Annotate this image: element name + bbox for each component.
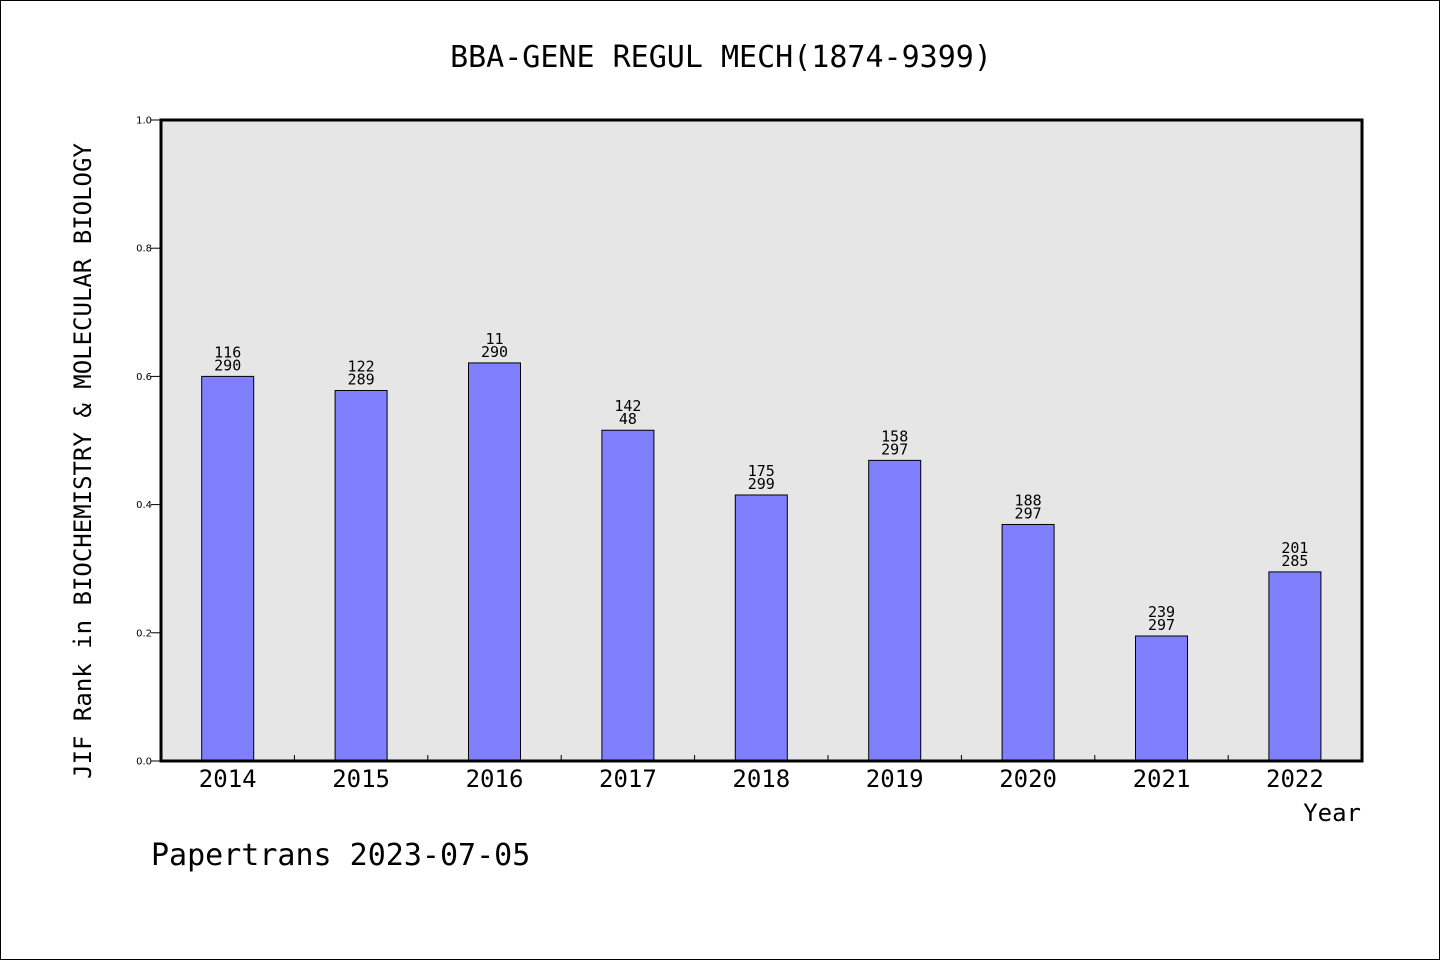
x-tick-label: 2016: [466, 765, 524, 793]
bar: [334, 390, 388, 762]
y-tick-label: 0.8: [136, 244, 152, 255]
x-tick-label: 2022: [1266, 765, 1324, 793]
x-tick-label: 2019: [866, 765, 924, 793]
x-axis-label: Year: [1303, 799, 1361, 827]
bar-series: [201, 362, 1322, 762]
data-label-rank: 175: [748, 462, 775, 480]
data-label-rank: 201: [1281, 539, 1308, 557]
y-tick-label: 0.0: [136, 757, 152, 768]
bar: [1268, 571, 1322, 762]
x-tick-label: 2018: [732, 765, 790, 793]
bar: [1001, 523, 1055, 762]
bar: [468, 362, 521, 762]
data-label-rank: 122: [348, 358, 375, 376]
x-tick-label: 2021: [1133, 765, 1191, 793]
y-tick-label: 1.0: [136, 116, 152, 127]
x-tick-label: 2014: [199, 765, 257, 793]
bar: [601, 429, 655, 762]
data-label-rank: 11: [485, 330, 503, 348]
data-label-rank: 142: [614, 397, 641, 415]
bar: [868, 459, 922, 762]
footer-credit: Papertrans 2023-07-05: [151, 838, 530, 873]
data-label-total: 290: [214, 356, 241, 374]
y-tick-label: 0.6: [136, 372, 152, 383]
data-label-rank: 116: [214, 343, 241, 361]
chart-title: BBA-GENE REGUL MECH(1874-9399): [450, 40, 992, 75]
y-tick-label: 0.2: [136, 628, 152, 639]
y-tick-label: 0.4: [136, 500, 152, 511]
bar: [734, 494, 788, 762]
data-label-total: 297: [1148, 616, 1175, 634]
data-label-total: 299: [748, 475, 775, 493]
bar: [201, 375, 255, 762]
x-tick-label: 2020: [999, 765, 1057, 793]
bar: [1135, 635, 1188, 762]
y-axis-label: JIF Rank in BIOCHEMISTRY & MOLECULAR BIO…: [69, 143, 97, 779]
x-axis: 2014 2015 2016 2017 2018 2019 2020 2021 2022: [199, 755, 1324, 793]
plot-border: [159, 118, 1364, 763]
x-tick-label: 2015: [332, 765, 390, 793]
data-label-rank: 239: [1148, 603, 1175, 621]
y-axis: 0.0 0.2 0.4 0.6 0.8 1.0: [136, 116, 161, 768]
data-label-total: 48: [619, 410, 637, 428]
data-label-total: 285: [1281, 552, 1308, 570]
data-label-total: 289: [348, 371, 375, 389]
x-tick-label: 2017: [599, 765, 657, 793]
data-label-rank: 188: [1015, 491, 1042, 509]
data-label-rank: 158: [881, 427, 908, 445]
data-label-total: 297: [1015, 504, 1042, 522]
data-label-total: 297: [881, 440, 908, 458]
data-label-total: 290: [481, 343, 508, 361]
